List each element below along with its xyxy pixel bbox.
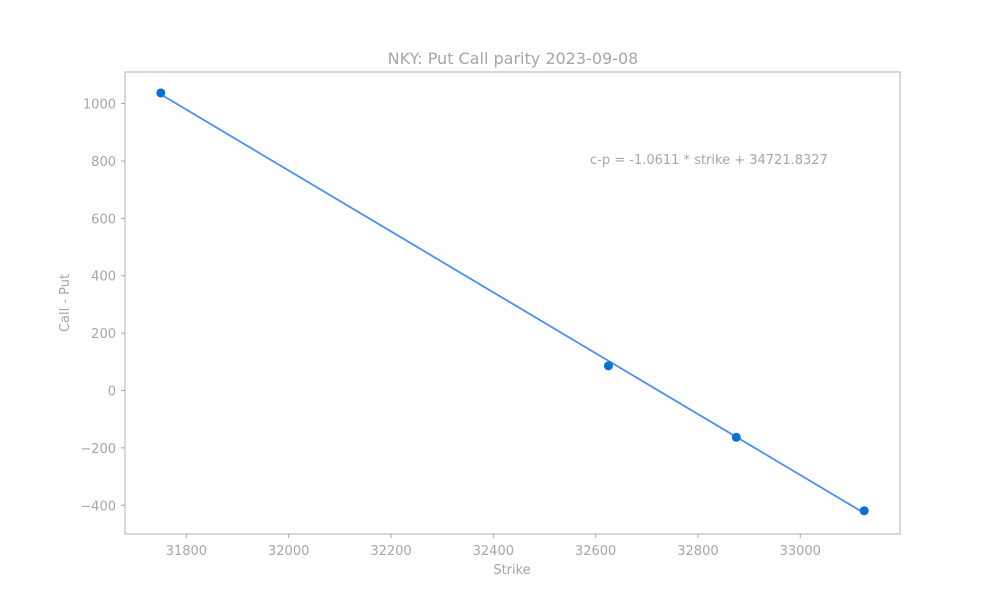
y-tick-label: 600 [91, 212, 116, 227]
plot-area: 31800 32000 32200 32400 32600 32800 33000 −400… [80, 71, 901, 559]
data-point [603, 361, 613, 371]
chart-title: NKY: Put Call parity 2023-09-08 [388, 49, 639, 68]
y-tick-label: 200 [91, 327, 116, 342]
x-tick-label: 32800 [677, 544, 718, 559]
y-axis: −400 −200 0 200 400 600 800 1000 [80, 98, 125, 514]
data-point [859, 506, 869, 516]
x-tick-label: 33000 [780, 544, 821, 559]
plot-frame [124, 71, 901, 535]
y-tick-label: 1000 [83, 98, 116, 113]
y-tick-label: −200 [80, 442, 116, 457]
fit-annotation: c-p = -1.0611 * strike + 34721.8327 [590, 153, 828, 168]
fit-line [160, 93, 865, 514]
y-axis-label: Call - Put [58, 274, 73, 332]
x-axis-label: Strike [493, 563, 530, 578]
data-point [156, 88, 166, 98]
y-tick-label: 400 [91, 270, 116, 285]
x-axis: 31800 32000 32200 32400 32600 32800 33000 [166, 534, 821, 559]
series [156, 88, 869, 516]
x-tick-label: 31800 [166, 544, 207, 559]
y-tick-label: 0 [108, 385, 116, 400]
y-tick-label: −400 [80, 499, 116, 514]
x-tick-label: 32400 [473, 544, 514, 559]
data-point [731, 432, 741, 442]
y-tick-label: 800 [91, 155, 116, 170]
x-tick-label: 32600 [575, 544, 616, 559]
x-tick-label: 32200 [370, 544, 411, 559]
x-tick-label: 32000 [268, 544, 309, 559]
